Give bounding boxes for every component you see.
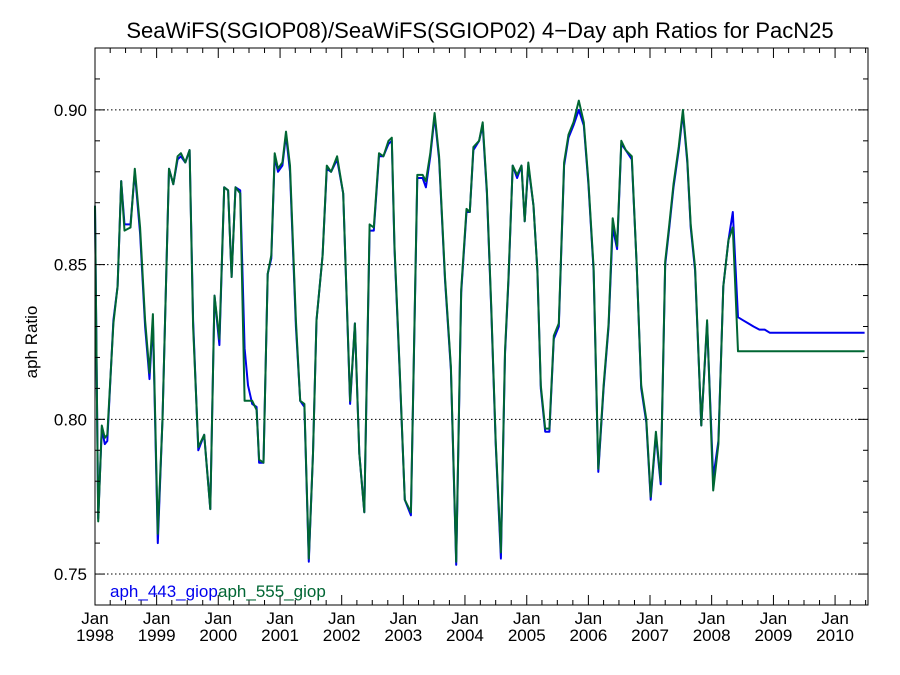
x-tick-label-month: Jan	[821, 609, 848, 628]
legend-entry-aph_555_giop: aph_555_giop	[218, 582, 326, 601]
x-tick-label-month: Jan	[575, 609, 602, 628]
y-tick-label: 0.80	[54, 410, 87, 429]
y-tick-label: 0.75	[54, 565, 87, 584]
x-tick-label-month: Jan	[143, 609, 170, 628]
x-tick-label-year: 2004	[446, 626, 484, 645]
x-tick-label-year: 2007	[631, 626, 669, 645]
y-axis-label: aph Ratio	[22, 306, 41, 379]
x-tick-label-year: 2001	[261, 626, 299, 645]
series-line-aph_555_giop	[94, 99, 865, 563]
x-tick-label-month: Jan	[328, 609, 355, 628]
x-tick-label-year: 2003	[384, 626, 422, 645]
x-tick-label-month: Jan	[760, 609, 787, 628]
x-tick-label-year: 2000	[199, 626, 237, 645]
x-tick-label-year: 1998	[76, 626, 114, 645]
axes: 0.750.800.850.90Jan1998Jan1999Jan2000Jan…	[54, 48, 868, 645]
x-tick-label-month: Jan	[81, 609, 108, 628]
y-tick-label: 0.85	[54, 256, 87, 275]
y-tick-label: 0.90	[54, 101, 87, 120]
plot-area	[94, 99, 865, 566]
x-tick-label-month: Jan	[390, 609, 417, 628]
x-tick-label-year: 2002	[323, 626, 361, 645]
gridlines	[95, 109, 868, 575]
x-tick-label-month: Jan	[451, 609, 478, 628]
x-tick-label-year: 2010	[816, 626, 854, 645]
x-tick-label-month: Jan	[205, 609, 232, 628]
x-tick-label-month: Jan	[636, 609, 663, 628]
x-tick-label-year: 2006	[569, 626, 607, 645]
x-tick-label-month: Jan	[266, 609, 293, 628]
x-tick-label-year: 1999	[138, 626, 176, 645]
x-tick-label-year: 2008	[693, 626, 731, 645]
x-tick-label-month: Jan	[513, 609, 540, 628]
legend: aph_443_giop aph_555_giop	[110, 582, 326, 601]
chart-title: SeaWiFS(SGIOP08)/SeaWiFS(SGIOP02) 4−Day …	[126, 18, 833, 43]
x-tick-label-year: 2009	[755, 626, 793, 645]
x-tick-label-month: Jan	[698, 609, 725, 628]
x-tick-label-year: 2005	[508, 626, 546, 645]
legend-entry-aph_443_giop: aph_443_giop	[110, 582, 218, 601]
